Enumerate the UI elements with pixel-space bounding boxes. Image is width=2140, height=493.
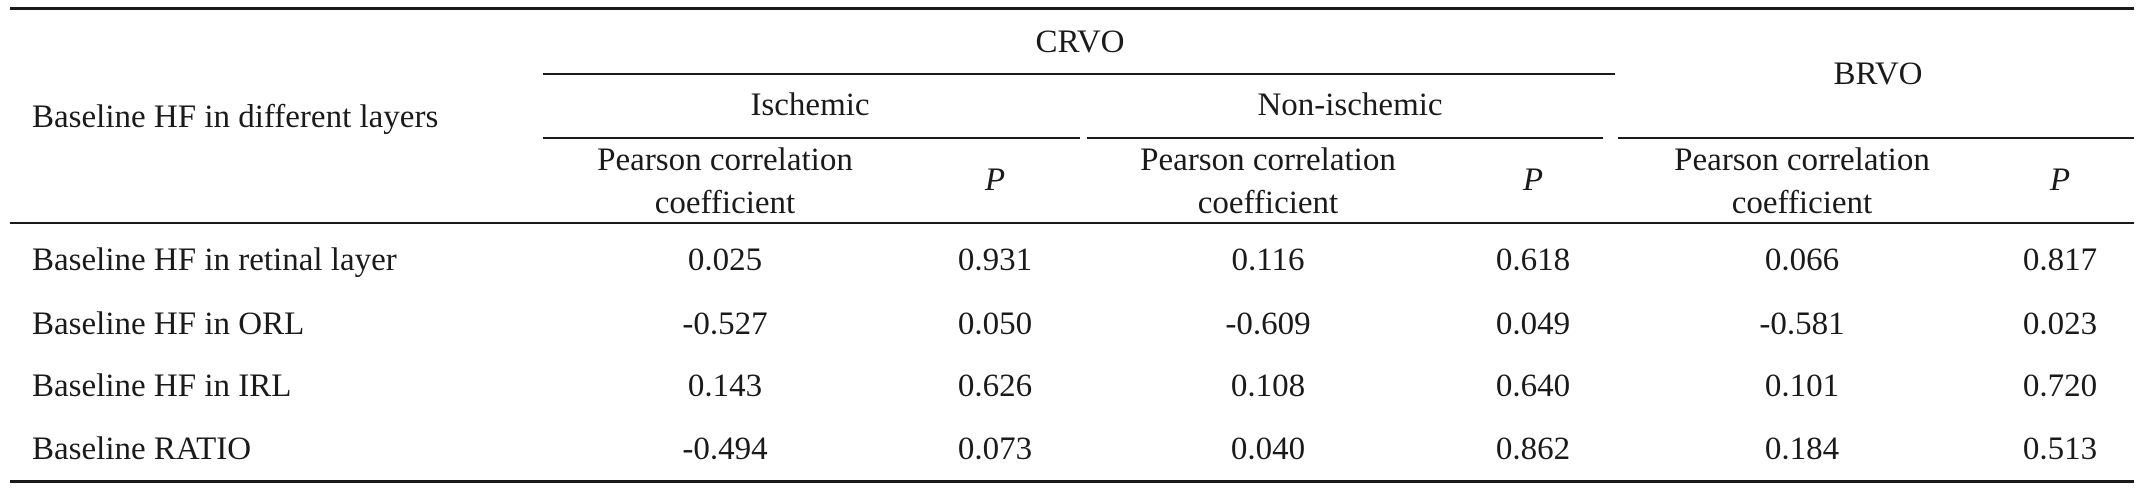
group-crvo: CRVO xyxy=(1035,24,1125,60)
row-label: Baseline HF in ORL xyxy=(32,306,305,342)
ischemic-underline xyxy=(543,137,1080,139)
cell-value: 0.720 xyxy=(2022,368,2098,404)
crvo-underline xyxy=(543,73,1615,75)
cell-value: 0.049 xyxy=(1495,306,1571,342)
brvo-underline xyxy=(1618,137,2134,139)
row-label: Baseline HF in retinal layer xyxy=(32,242,397,278)
cell-value: 0.143 xyxy=(687,368,763,404)
cell-value: 0.513 xyxy=(2022,431,2098,467)
cell-value: 0.025 xyxy=(687,242,763,278)
header-bottom-rule xyxy=(10,222,2134,224)
col-header-pearson-non-ischemic: Pearson correlation coefficient xyxy=(1140,142,1396,221)
cell-value: 0.040 xyxy=(1230,431,1306,467)
cell-value: 0.618 xyxy=(1495,242,1571,278)
cell-value: -0.609 xyxy=(1225,306,1311,342)
subgroup-ischemic: Ischemic xyxy=(750,87,870,123)
cell-value: 0.050 xyxy=(957,306,1033,342)
cell-value: 0.116 xyxy=(1231,242,1305,278)
col-header-p-non-ischemic: P xyxy=(1522,162,1544,198)
cell-value: -0.494 xyxy=(682,431,768,467)
cell-value: -0.581 xyxy=(1759,306,1845,342)
cell-value: 0.184 xyxy=(1764,431,1840,467)
cell-value: 0.023 xyxy=(2022,306,2098,342)
cell-value: 0.101 xyxy=(1764,368,1840,404)
cell-value: 0.931 xyxy=(957,242,1033,278)
cell-value: -0.527 xyxy=(682,306,768,342)
cell-value: 0.862 xyxy=(1495,431,1571,467)
cell-value: 0.640 xyxy=(1495,368,1571,404)
cell-value: 0.626 xyxy=(957,368,1033,404)
non-ischemic-underline xyxy=(1087,137,1603,139)
bottom-rule xyxy=(10,480,2134,483)
cell-value: 0.073 xyxy=(957,431,1033,467)
group-brvo: BRVO xyxy=(1833,56,1923,92)
col-header-p-ischemic: P xyxy=(984,162,1006,198)
row-label: Baseline RATIO xyxy=(32,431,252,467)
subgroup-non-ischemic: Non-ischemic xyxy=(1257,87,1443,123)
col-header-pearson-ischemic: Pearson correlation coefficient xyxy=(597,142,853,221)
col-header-pearson-brvo: Pearson correlation coefficient xyxy=(1674,142,1930,221)
row-label: Baseline HF in IRL xyxy=(32,368,292,404)
col-header-p-brvo: P xyxy=(2049,162,2071,198)
cell-value: 0.817 xyxy=(2022,242,2098,278)
cell-value: 0.108 xyxy=(1230,368,1306,404)
top-rule xyxy=(10,7,2134,10)
row-header-label: Baseline HF in different layers xyxy=(32,99,439,135)
cell-value: 0.066 xyxy=(1764,242,1840,278)
